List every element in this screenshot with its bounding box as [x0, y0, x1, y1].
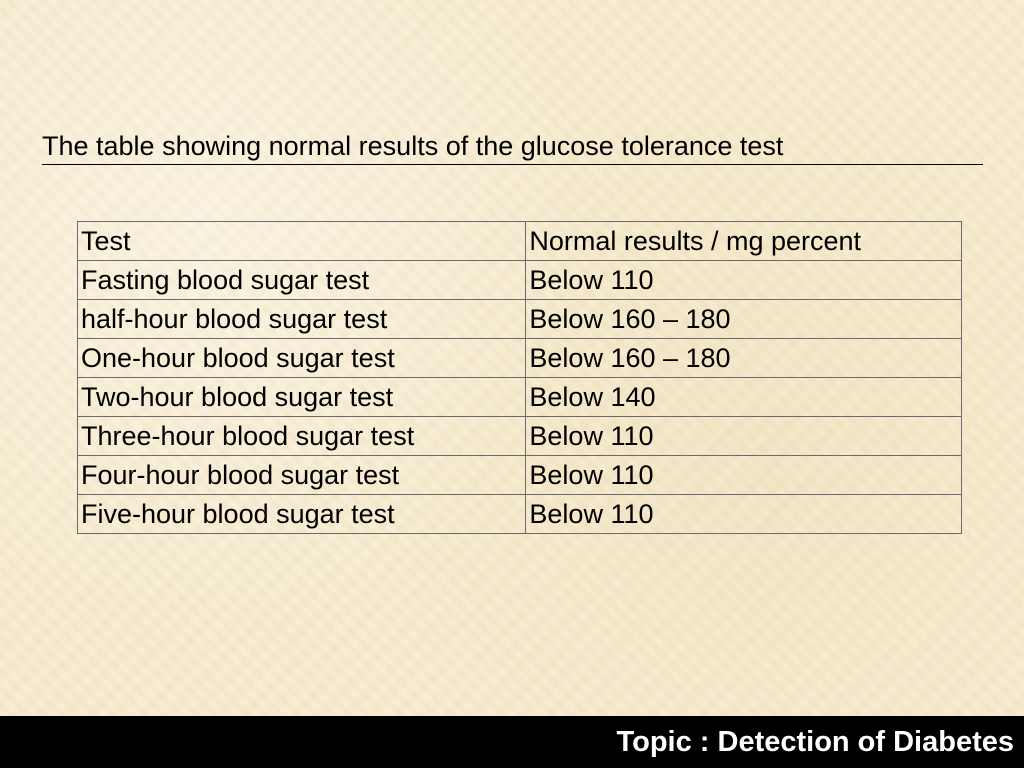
cell-normal-result: Below 110: [525, 455, 962, 495]
table-row: One-hour blood sugar test Below 160 – 18…: [76, 338, 962, 378]
header-normal-results: Normal results / mg percent: [525, 221, 962, 261]
cell-test-name: Four-hour blood sugar test: [76, 455, 527, 495]
cell-normal-result: Below 110: [525, 494, 962, 534]
cell-normal-result: Below 160 – 180: [525, 299, 962, 339]
cell-normal-result: Below 160 – 180: [525, 338, 962, 378]
cell-test-name: Three-hour blood sugar test: [76, 416, 527, 456]
footer-topic: Topic : Detection of Diabetes: [616, 726, 1014, 758]
table-row: half-hour blood sugar test Below 160 – 1…: [76, 299, 962, 339]
cell-normal-result: Below 110: [525, 260, 962, 300]
glucose-results-table: Test Normal results / mg percent Fasting…: [76, 221, 962, 534]
table-row: Four-hour blood sugar test Below 110: [76, 455, 962, 495]
cell-test-name: Fasting blood sugar test: [76, 260, 527, 300]
table-header-row: Test Normal results / mg percent: [76, 221, 962, 261]
cell-test-name: One-hour blood sugar test: [76, 338, 527, 378]
cell-test-name: Five-hour blood sugar test: [76, 494, 527, 534]
cell-test-name: half-hour blood sugar test: [76, 299, 527, 339]
cell-normal-result: Below 110: [525, 416, 962, 456]
table-row: Three-hour blood sugar test Below 110: [76, 416, 962, 456]
table-row: Five-hour blood sugar test Below 110: [76, 494, 962, 534]
table-row: Two-hour blood sugar test Below 140: [76, 377, 962, 417]
header-test: Test: [76, 221, 527, 261]
cell-test-name: Two-hour blood sugar test: [76, 377, 527, 417]
table-row: Fasting blood sugar test Below 110: [76, 260, 962, 300]
cell-normal-result: Below 140: [525, 377, 962, 417]
slide-title: The table showing normal results of the …: [42, 128, 983, 165]
footer-bar: Topic : Detection of Diabetes: [0, 716, 1024, 768]
